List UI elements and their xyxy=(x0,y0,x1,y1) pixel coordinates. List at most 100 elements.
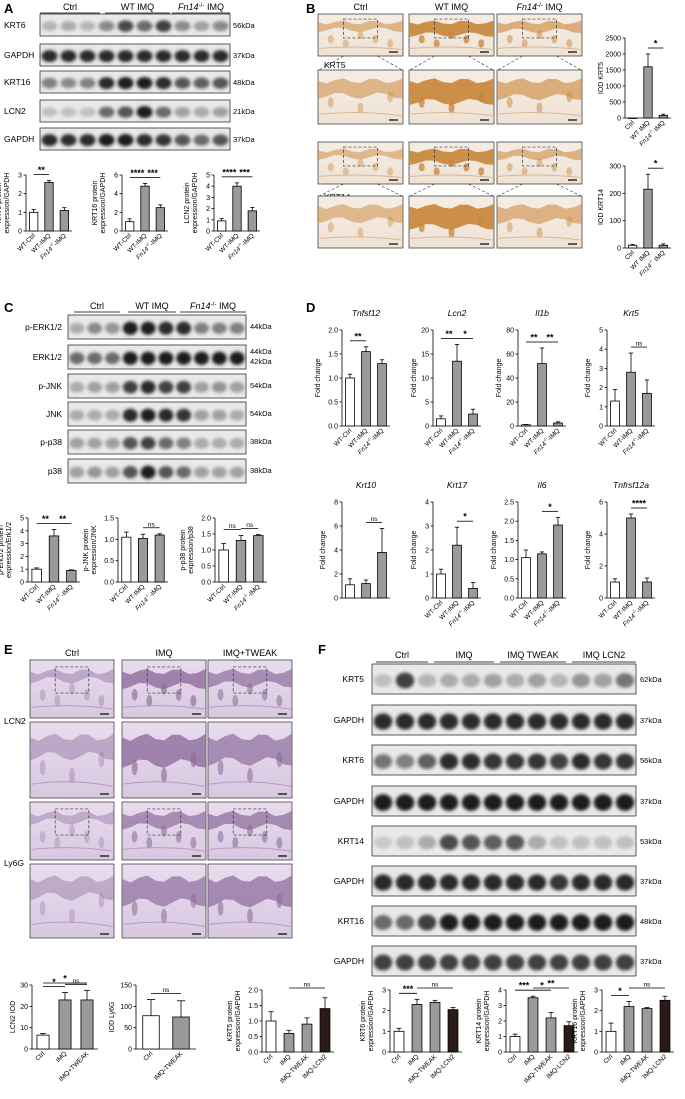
blot-label: KRT16 xyxy=(4,77,31,87)
blot-band xyxy=(87,409,103,421)
label-superscript: -/- xyxy=(457,608,464,615)
chart-title: Lcn2 xyxy=(448,308,467,318)
significance-label: ns xyxy=(636,341,644,348)
x-tick-label: Ctrl xyxy=(390,1053,402,1065)
blot-band xyxy=(549,713,569,730)
hair-follicle xyxy=(276,836,283,849)
significance-label: * xyxy=(618,986,622,996)
blot-background xyxy=(371,785,637,817)
blot-band xyxy=(549,673,569,688)
he-overview xyxy=(207,659,293,719)
blot-band xyxy=(41,21,58,31)
y-tick-label: 3 xyxy=(599,366,603,373)
label-part: -IMQ xyxy=(461,427,476,442)
blot-band xyxy=(395,713,415,730)
label-part: -IMQ xyxy=(247,583,262,598)
significance-label: * xyxy=(548,502,552,512)
blot-band xyxy=(105,466,120,478)
chart-title: Tnfsf12 xyxy=(352,308,381,318)
hair-follicle xyxy=(217,760,224,776)
bar xyxy=(361,583,371,599)
blot-band xyxy=(483,794,503,811)
significance-label: ns xyxy=(246,522,254,529)
hair-follicle xyxy=(276,752,283,768)
hair-follicle xyxy=(433,167,440,176)
blot-band xyxy=(176,437,192,449)
significance-label: ** xyxy=(59,514,67,524)
y-tick-label: 3 xyxy=(425,524,429,531)
blot-band xyxy=(122,380,138,394)
hair-follicle xyxy=(506,97,513,108)
blot-band xyxy=(87,381,103,393)
kda-label: 54kDa xyxy=(250,381,273,390)
blot-band xyxy=(41,134,58,147)
y-tick-label: 1.5 xyxy=(201,532,211,539)
dermis-fiber xyxy=(207,705,293,710)
blot-band xyxy=(211,351,227,365)
y-tick-label: 10 xyxy=(421,376,429,383)
kda-label: 37kDa xyxy=(233,135,256,144)
hair-follicle xyxy=(521,167,528,176)
chart-title: Krt17 xyxy=(447,480,468,490)
blot-background xyxy=(371,945,637,977)
y-tick-label: 2.0 xyxy=(328,328,338,335)
panel-letter-e: E xyxy=(4,642,13,657)
zoom-guide xyxy=(497,55,523,71)
epidermis-layer xyxy=(409,78,494,106)
blot-label: p-p38 xyxy=(40,437,62,447)
hair-follicle xyxy=(357,227,364,238)
hair-follicle xyxy=(39,831,46,843)
ihc-zoom xyxy=(408,195,495,249)
bar xyxy=(509,1036,521,1053)
hair-follicle xyxy=(372,35,379,44)
dermis-fiber xyxy=(207,781,293,788)
y-tick-label: 2.0 xyxy=(201,516,211,523)
bar xyxy=(537,363,547,427)
y-tick-label: 3 xyxy=(206,195,210,202)
blot-band xyxy=(549,753,569,770)
blot-band xyxy=(373,915,393,930)
label-part: Fn14 xyxy=(448,612,464,628)
blot-band xyxy=(373,674,393,687)
blot-band xyxy=(79,107,96,117)
hair-follicle xyxy=(327,222,334,233)
bar xyxy=(610,400,620,427)
panel-letter-d: D xyxy=(306,300,315,315)
y-axis-label: IOD KRT14 xyxy=(598,189,605,225)
dermis-fiber xyxy=(121,781,207,788)
kda-label: 56kDa xyxy=(233,21,256,30)
y-tick-label: 2 xyxy=(18,191,22,198)
dermis-fiber xyxy=(496,111,583,117)
label-part: -IMQ xyxy=(60,583,75,598)
hair-follicle xyxy=(161,908,167,924)
y-tick-label: 1.5 xyxy=(248,1003,258,1010)
hair-follicle xyxy=(232,837,239,849)
y-tick-label: 1 xyxy=(18,210,22,217)
dermis-fiber xyxy=(408,46,495,51)
blot-band xyxy=(483,713,503,730)
bar xyxy=(48,535,60,583)
significance-label: * xyxy=(63,974,67,984)
bar xyxy=(623,1006,635,1053)
y-tick-label: 2 xyxy=(599,385,603,392)
bar xyxy=(393,1030,405,1053)
blot-band xyxy=(211,466,227,478)
blot-gapdh xyxy=(371,865,637,897)
hair-follicle xyxy=(418,163,425,172)
y-tick-label: 2.0 xyxy=(248,988,258,995)
x-tick-label: Ctrl xyxy=(262,1053,274,1065)
hair-follicle xyxy=(217,901,224,916)
y-axis-label: LCN2 protein xyxy=(184,182,191,223)
hair-follicle xyxy=(506,35,513,44)
blot-band xyxy=(69,352,85,365)
label-part: IMQ xyxy=(543,2,563,12)
x-tick-label: Ctrl xyxy=(506,1053,518,1065)
blot-band xyxy=(174,134,191,146)
group-header: IMQ+TWEAK xyxy=(223,648,277,658)
he-zoom xyxy=(121,863,207,939)
label-part: -IMQ xyxy=(149,232,164,247)
blot-band xyxy=(571,836,591,849)
row-label: LCN2 xyxy=(4,716,26,726)
hair-follicle xyxy=(232,695,239,707)
